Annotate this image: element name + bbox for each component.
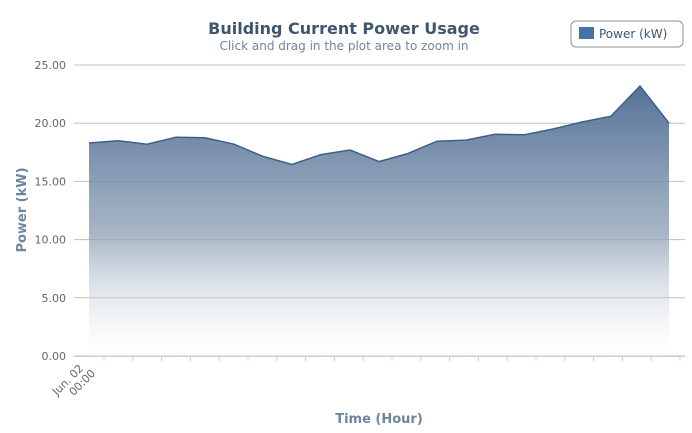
data-point[interactable] [319,153,323,157]
data-point[interactable] [435,139,439,143]
chart-title: Building Current Power Usage [208,19,480,38]
data-point[interactable] [580,120,584,124]
data-point[interactable] [203,136,207,140]
y-tick-label: 10.00 [35,234,67,247]
y-tick-label: 15.00 [35,175,67,188]
data-point[interactable] [464,138,468,142]
legend-label[interactable]: Power (kW) [599,27,667,41]
y-tick-label: 25.00 [35,59,67,72]
y-tick-label: 20.00 [35,117,67,130]
legend-box [570,20,684,48]
series-area-fill [89,86,669,356]
data-point[interactable] [609,114,613,118]
data-point[interactable] [87,141,91,145]
data-point[interactable] [667,121,671,125]
data-point[interactable] [261,154,265,158]
data-point[interactable] [551,127,555,131]
chart-subtitle: Click and drag in the plot area to zoom … [219,39,468,53]
data-point[interactable] [145,142,149,146]
y-tick-label: 0.00 [42,350,67,363]
y-axis-title: Power (kW) [15,167,30,252]
series-line [88,84,670,166]
series-area [87,84,671,356]
data-point[interactable] [493,132,497,136]
data-point[interactable] [522,133,526,137]
legend-swatch [579,27,594,39]
y-tick-label: 5.00 [42,292,67,305]
x-axis [74,356,685,361]
data-point[interactable] [348,148,352,152]
data-point[interactable] [116,139,120,143]
data-point[interactable] [406,152,410,156]
data-point[interactable] [377,160,381,164]
x-axis-title: Time (Hour) [335,412,423,427]
data-point[interactable] [232,142,236,146]
data-point[interactable] [638,84,642,88]
data-point[interactable] [174,135,178,139]
y-axis-ticks: 0.00 5.00 10.00 15.00 20.00 25.00 [35,59,67,363]
data-point[interactable] [290,163,294,167]
legend[interactable]: Power (kW) [570,20,684,48]
